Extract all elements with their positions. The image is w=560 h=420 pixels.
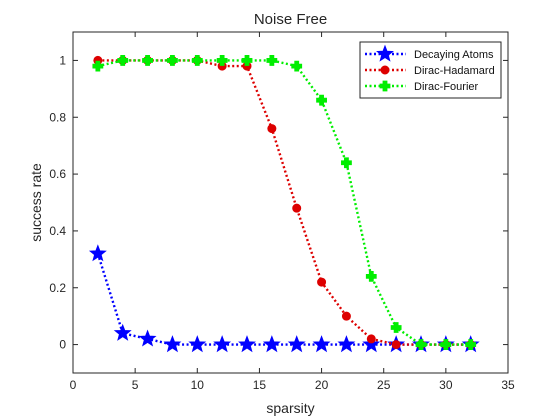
data-point-dirac-hadamard [267,124,277,134]
chart-title: Noise Free [254,11,327,28]
data-point-dirac-fourier [341,157,352,169]
data-point-dirac-fourier [241,55,253,66]
x-tick-label: 20 [315,378,329,392]
y-tick-label: 0.6 [49,167,66,181]
axes-box [72,31,509,374]
x-tick-label: 25 [377,378,391,392]
legend-item-dirac-hadamard: Dirac-Hadamard [365,65,495,77]
series-dirac-fourier [92,55,477,350]
data-point-decaying-atoms [337,335,356,353]
y-tick-label: 0.2 [49,281,66,295]
data-point-dirac-fourier [440,339,452,350]
data-point-dirac-fourier [316,94,327,106]
x-tick-label: 5 [132,378,139,392]
data-point-decaying-atoms [287,335,306,353]
data-point-dirac-fourier [465,339,477,350]
data-point-dirac-fourier [390,322,402,333]
legend-marker [380,65,390,75]
data-point-dirac-fourier [142,55,153,66]
data-point-dirac-fourier [117,55,129,66]
data-point-dirac-hadamard [317,277,327,287]
legend-item-dirac-fourier: Dirac-Fourier [365,80,479,93]
x-tick-label: 0 [70,378,77,392]
data-point-decaying-atoms [163,335,182,353]
data-point-dirac-fourier [92,60,104,72]
legend-marker [376,44,394,62]
x-tick-label: 35 [501,378,515,392]
data-point-dirac-fourier [191,55,203,66]
x-axis-label: sparsity [266,400,314,416]
legend-label: Dirac-Hadamard [414,65,495,77]
y-tick-label: 1 [59,53,66,67]
data-point-decaying-atoms [362,335,381,353]
x-tick-label: 10 [191,378,205,392]
y-tick-label: 0.8 [49,110,66,124]
data-point-decaying-atoms [138,329,157,347]
data-point-decaying-atoms [213,335,232,353]
legend-item-decaying-atoms: Decaying Atoms [365,44,494,62]
axes-layer: 0 5 10 15 20 25 30 35 0 0.2 0.4 0.6 0.8 1 [49,31,515,392]
data-point-dirac-hadamard [341,311,351,321]
data-point-decaying-atoms [262,335,281,353]
data-point-dirac-hadamard [391,340,401,350]
data-point-decaying-atoms [188,335,207,353]
legend-label: Decaying Atoms [414,49,494,61]
data-point-dirac-fourier [415,339,427,350]
data-point-dirac-fourier [365,270,377,282]
y-axis-label: success rate [28,163,44,242]
data-point-decaying-atoms [113,323,132,341]
data-point-dirac-fourier [167,55,178,66]
x-tick-label: 30 [439,378,453,392]
legend: Decaying Atoms Dirac-Hadamard Dirac-Fourie… [359,41,502,99]
x-tick-label: 15 [253,378,267,392]
data-point-dirac-fourier [216,55,228,66]
data-point-dirac-fourier [291,60,303,72]
y-tick-label: 0.4 [49,224,66,238]
y-tick-label: 0 [59,338,66,352]
data-point-dirac-fourier [266,55,278,66]
data-point-decaying-atoms [238,335,256,353]
legend-label: Dirac-Fourier [414,81,479,93]
series-line-dirac-hadamard [97,59,471,346]
data-point-dirac-hadamard [366,334,376,344]
legend-marker [379,80,391,92]
data-point-decaying-atoms [88,244,107,262]
data-point-decaying-atoms [312,335,331,353]
data-point-dirac-hadamard [292,203,302,213]
series-layer [88,55,480,353]
